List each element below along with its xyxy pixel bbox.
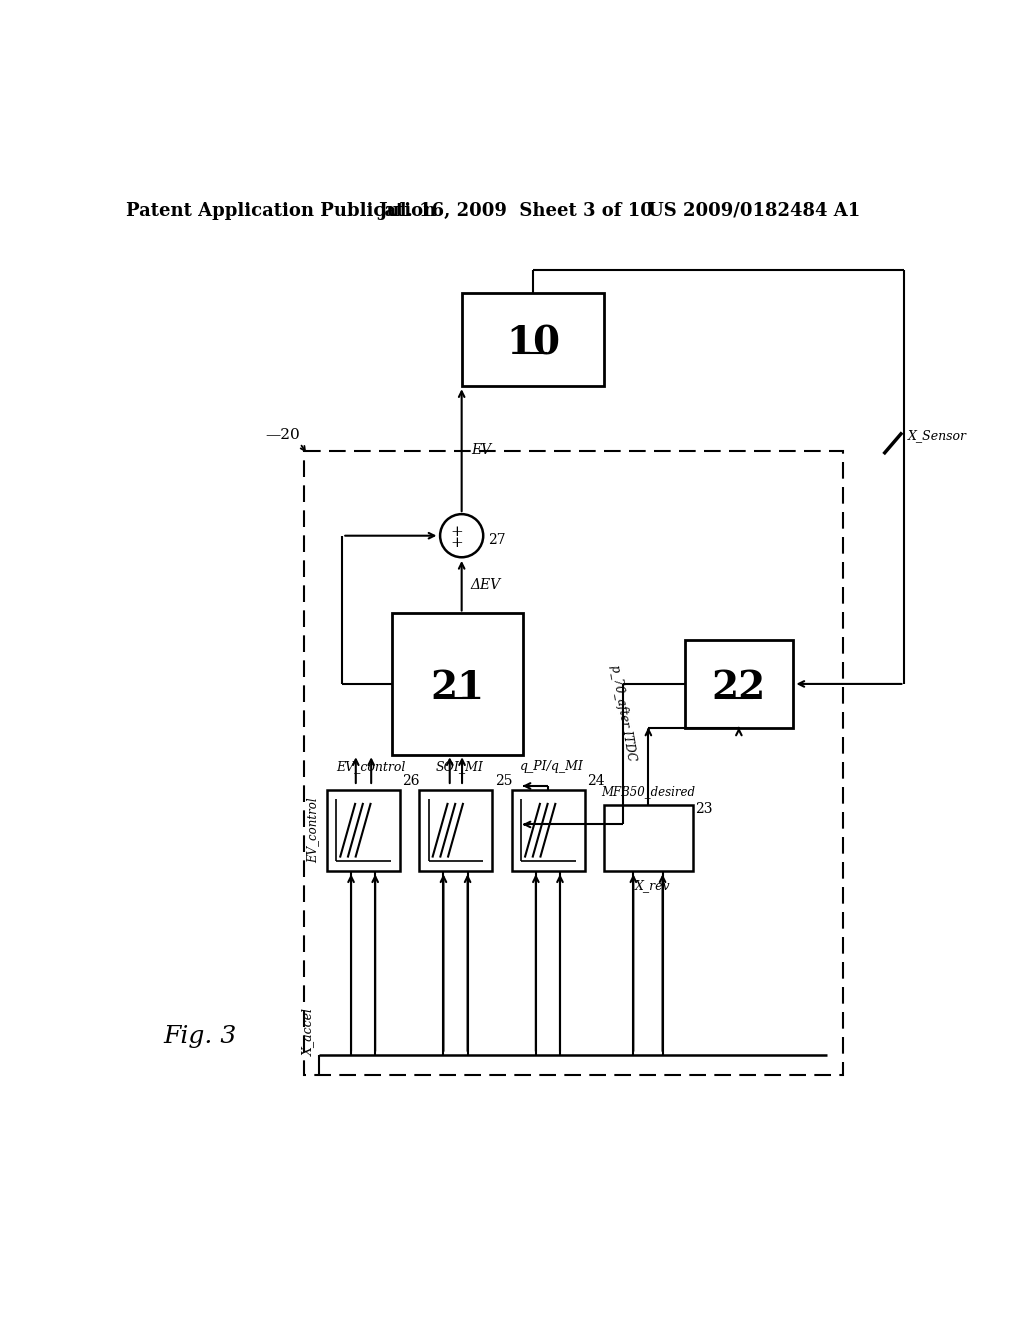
Text: +: + (450, 525, 463, 539)
Text: EV_control: EV_control (306, 797, 319, 863)
Text: p_70_after ITDC: p_70_after ITDC (608, 664, 638, 762)
Text: +: + (450, 536, 463, 549)
Text: EV: EV (471, 442, 492, 457)
Text: X_rev: X_rev (635, 879, 670, 892)
Text: Fig. 3: Fig. 3 (163, 1024, 237, 1048)
FancyBboxPatch shape (604, 805, 692, 871)
Text: US 2009/0182484 A1: US 2009/0182484 A1 (648, 202, 860, 219)
FancyBboxPatch shape (512, 789, 585, 871)
Text: SOI_MI: SOI_MI (436, 760, 483, 774)
FancyBboxPatch shape (685, 640, 793, 729)
Text: Jul. 16, 2009  Sheet 3 of 10: Jul. 16, 2009 Sheet 3 of 10 (378, 202, 653, 219)
Text: —20: —20 (265, 428, 300, 442)
Text: 27: 27 (487, 532, 506, 546)
Text: 26: 26 (402, 774, 420, 788)
Text: 10: 10 (506, 325, 560, 362)
FancyBboxPatch shape (304, 451, 843, 1074)
Text: q_PI/q_MI: q_PI/q_MI (520, 760, 584, 774)
Text: ΔEV: ΔEV (471, 578, 501, 591)
Text: 23: 23 (695, 803, 713, 816)
Text: 25: 25 (495, 774, 512, 788)
Text: X_accel: X_accel (302, 1008, 315, 1056)
Text: MFB50_desired: MFB50_desired (601, 785, 695, 797)
FancyBboxPatch shape (327, 789, 400, 871)
Text: 22: 22 (712, 669, 766, 706)
FancyBboxPatch shape (419, 789, 493, 871)
FancyBboxPatch shape (462, 293, 604, 385)
Text: EV_control: EV_control (337, 760, 406, 774)
Text: 24: 24 (587, 774, 605, 788)
Text: 21: 21 (431, 669, 485, 706)
FancyBboxPatch shape (392, 612, 523, 755)
Text: X_Sensor: X_Sensor (908, 429, 968, 442)
Text: Patent Application Publication: Patent Application Publication (126, 202, 436, 219)
